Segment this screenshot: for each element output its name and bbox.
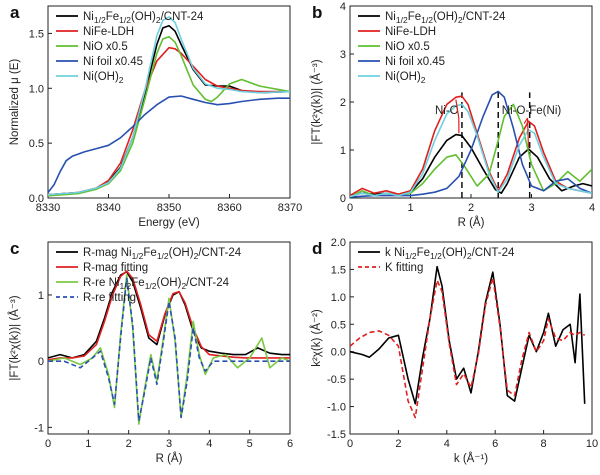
y-axis-label: Normalized μ (E) [9, 59, 21, 146]
legend-label: NiO x0.5 [83, 41, 128, 53]
series-line-5 [48, 16, 290, 196]
legend-label: NiFe-LDH [385, 26, 436, 38]
x-tick-label: 10 [586, 438, 598, 450]
x-axis-label: k (Å⁻¹) [454, 452, 488, 465]
panel-letter: d [312, 239, 322, 258]
x-tick-label: 5 [247, 438, 253, 450]
legend-label: NiO x0.5 [385, 41, 430, 53]
y-tick-label: 0 [340, 193, 346, 205]
y-tick-label: 2.0 [331, 237, 346, 249]
legend-label: Ni1/2Fe1/2(OH)2/CNT-24 [385, 11, 506, 25]
y-tick-label: 2 [340, 97, 346, 109]
y-tick-label: -1.0 [327, 402, 346, 414]
y-axis-label: |FT(k²χ(k))| (Å⁻³) [8, 295, 21, 380]
series-line-2 [48, 270, 290, 361]
x-tick-label: 2 [126, 438, 132, 450]
panel-letter: a [10, 3, 20, 22]
x-tick-label: 6 [287, 438, 293, 450]
y-tick-label: 1.5 [331, 264, 346, 276]
x-tick-label: 3 [166, 438, 172, 450]
y-tick-label: 0.5 [331, 319, 346, 331]
y-tick-label: 4 [340, 1, 346, 13]
legend-label: Ni(OH)2 [83, 71, 124, 85]
panel-letter: b [312, 3, 322, 22]
x-tick-label: 0 [347, 202, 353, 214]
series-line-1 [350, 133, 592, 197]
x-tick-label: 1 [407, 202, 413, 214]
x-tick-label: 8340 [96, 202, 120, 214]
series-line-3 [48, 35, 290, 197]
series-line-1 [350, 265, 586, 405]
y-tick-label: -0.5 [327, 374, 346, 386]
y-axis-label: |FT(k²χ(k))| (Å⁻³) [310, 59, 323, 144]
x-tick-label: 2 [395, 438, 401, 450]
y-tick-label: 1.0 [331, 292, 346, 304]
y-tick-label: 1.5 [29, 28, 44, 40]
x-axis-label: R (Å) [156, 452, 183, 465]
x-tick-label: 0 [45, 438, 51, 450]
series-line-2 [48, 46, 290, 196]
x-axis-label: R (Å) [458, 216, 485, 229]
y-tick-label: 1 [340, 145, 346, 157]
x-tick-label: 8360 [217, 202, 241, 214]
peak-annotation: Ni-O [435, 105, 459, 117]
x-tick-label: 2 [468, 202, 474, 214]
legend-label: R-re fitting [83, 292, 136, 304]
x-tick-label: 8 [541, 438, 547, 450]
peak-annotation: Ni-O-Fe(Ni) [502, 105, 562, 117]
legend-label: Ni(OH)2 [385, 71, 426, 85]
x-tick-label: 4 [589, 202, 595, 214]
legend-label: K fitting [385, 262, 423, 274]
plot-frame [349, 241, 593, 435]
series-line-2 [350, 95, 592, 197]
annotation-arrow [526, 117, 530, 148]
legend-label: Ni foil x0.45 [83, 56, 143, 68]
legend-label: Ni1/2Fe1/2(OH)2/CNT-24 [83, 11, 204, 25]
y-axis-label: k²χ(k) (Å⁻²) [310, 309, 323, 367]
legend-label: R-re Ni1/2Fe1/2(OH)2/CNT-24 [83, 277, 230, 291]
x-tick-label: 8330 [36, 202, 60, 214]
x-tick-label: 4 [206, 438, 212, 450]
x-tick-label: 3 [528, 202, 534, 214]
x-tick-label: 8370 [278, 202, 302, 214]
y-tick-label: -1 [34, 422, 44, 434]
x-tick-label: 8350 [157, 202, 181, 214]
series-line-4 [48, 277, 290, 422]
chart-panel-b: b 0 1 2 3 4 0 1 2 3 4 R (Å) |FT(k²χ(k))| (Å⁻³) Ni1/2F… [310, 1, 595, 229]
series-line-2 [350, 276, 586, 419]
panel-letter: c [10, 239, 19, 258]
legend-label: R-mag Ni1/2Fe1/2(OH)2/CNT-24 [83, 247, 242, 261]
y-tick-label: -1.5 [327, 429, 346, 441]
series-line-4 [350, 90, 592, 198]
x-tick-label: 4 [444, 438, 450, 450]
y-tick-label: 1.0 [29, 83, 44, 95]
chart-panel-d: d 0 2 4 6 8 10 -1.5 -1.0 -0.5 0.0 0.5 1.0 1.5 2.0 k (Å⁻… [310, 237, 598, 465]
y-tick-label: 3 [340, 49, 346, 61]
series-line-5 [350, 103, 592, 198]
annotation-arrow [455, 99, 460, 119]
legend-label: NiFe-LDH [83, 26, 134, 38]
series-line-4 [48, 95, 290, 193]
x-tick-label: 1 [85, 438, 91, 450]
y-tick-label: 0.5 [29, 138, 44, 150]
legend-label: Ni foil x0.45 [385, 56, 445, 68]
legend-label: k Ni1/2Fe1/2(OH)2/CNT-24 [385, 247, 515, 261]
x-axis-label: Energy (eV) [138, 217, 200, 229]
y-tick-label: 1 [38, 290, 44, 302]
chart-panel-a: a 8330 8340 8350 8360 8370 0.0 0.5 1.0 1.5 Energy … [9, 3, 302, 229]
y-tick-label: 0.0 [29, 193, 44, 205]
y-tick-label: 0 [38, 356, 44, 368]
x-tick-label: 0 [347, 438, 353, 450]
x-tick-label: 6 [492, 438, 498, 450]
y-tick-label: 0.0 [331, 347, 346, 359]
legend-label: R-mag fitting [83, 262, 148, 274]
